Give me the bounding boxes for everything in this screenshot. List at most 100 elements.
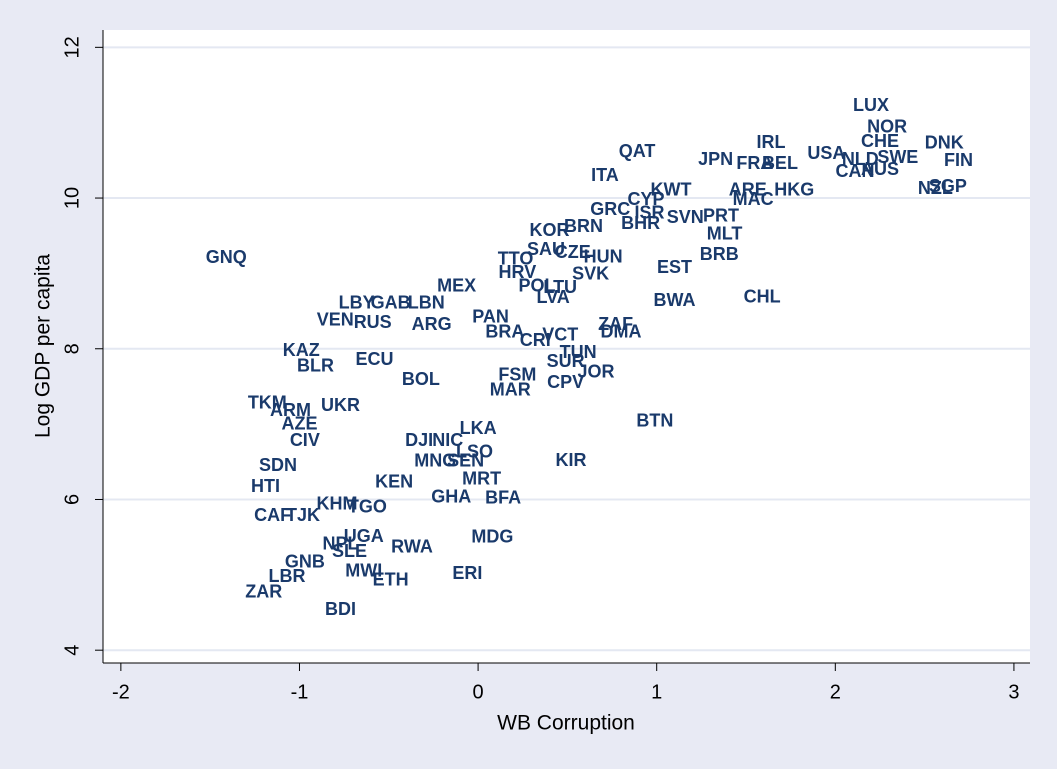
point-label: MWI [345, 561, 382, 581]
point-label: ISR [635, 203, 665, 223]
point-label: VEN [317, 310, 354, 330]
point-label: MAR [490, 380, 531, 400]
point-label: ITA [591, 165, 619, 185]
point-label: FIN [944, 150, 973, 170]
point-label: SWE [877, 147, 918, 167]
point-label: GHA [431, 487, 471, 507]
point-label: BFA [485, 487, 521, 507]
point-label: KWT [650, 179, 691, 199]
point-label: MDG [471, 527, 513, 547]
plot-area [103, 30, 1030, 663]
x-tick-label: -1 [291, 681, 309, 703]
point-label: RUS [354, 312, 392, 332]
point-label: LBR [268, 566, 305, 586]
point-label: HKG [774, 179, 814, 199]
point-label: USA [807, 143, 845, 163]
point-label: BRN [564, 216, 603, 236]
point-label: SUR [547, 351, 585, 371]
point-label: HTI [251, 476, 280, 496]
y-axis-title: Log GDP per capita [32, 254, 55, 438]
point-label: NZL [918, 178, 953, 198]
point-label: ETH [373, 570, 409, 590]
point-label: BRA [485, 322, 524, 342]
x-tick-label: 1 [651, 681, 662, 703]
x-tick-label: 2 [830, 681, 841, 703]
point-label: HRV [499, 262, 537, 282]
point-label: FSM [498, 365, 536, 385]
point-label: DMA [600, 322, 641, 342]
point-label: BWA [654, 290, 696, 310]
x-tick-label: 0 [473, 681, 484, 703]
point-label: VCT [542, 325, 578, 345]
point-label: GNB [285, 552, 325, 572]
point-label: LUX [853, 95, 889, 115]
point-label: ERI [452, 563, 482, 583]
point-label: SAU [527, 239, 565, 259]
point-label: ECU [355, 349, 393, 369]
point-label: UGA [344, 526, 384, 546]
point-label: UKR [321, 395, 360, 415]
point-label: ZAF [598, 314, 633, 334]
point-label: PRT [703, 206, 739, 226]
point-label: RWA [391, 536, 433, 556]
point-label: CAN [835, 161, 874, 181]
point-label: SVK [572, 264, 609, 284]
point-label: KIR [555, 450, 586, 470]
point-label: JPN [698, 149, 733, 169]
point-label: NIC [432, 430, 463, 450]
point-label: POL [519, 276, 556, 296]
y-tick-label: 6 [61, 494, 83, 505]
point-label: MEX [437, 276, 476, 296]
point-label: KAZ [283, 340, 320, 360]
point-label: GNQ [206, 247, 247, 267]
point-label: BDI [325, 599, 356, 619]
x-tick-label: 3 [1008, 681, 1019, 703]
point-label: AZE [281, 414, 317, 434]
point-label: TKM [248, 393, 287, 413]
point-label: SDN [259, 455, 297, 475]
point-label: KOR [530, 220, 570, 240]
point-label: BRB [700, 244, 739, 264]
point-label: SGP [929, 176, 967, 196]
x-axis-title: WB Corruption [497, 712, 635, 735]
point-label: LVA [536, 287, 569, 307]
point-label: BLR [297, 356, 334, 376]
point-label: MNG [414, 451, 456, 471]
point-label: CZE [555, 242, 591, 262]
point-label: BOL [402, 369, 440, 389]
point-label: KHM [316, 494, 357, 514]
point-label: LBN [408, 292, 445, 312]
point-label: DNK [925, 133, 964, 153]
point-label: MAC [733, 189, 774, 209]
point-label: KEN [375, 472, 413, 492]
point-label: SVN [667, 207, 704, 227]
point-label: HUN [584, 246, 623, 266]
point-label: NPL [323, 533, 359, 553]
point-label: BHR [621, 213, 660, 233]
point-label: MRT [462, 469, 501, 489]
x-tick-label: -2 [112, 681, 130, 703]
point-label: SEN [447, 451, 484, 471]
point-label: TTO [498, 249, 534, 269]
point-label: TJK [286, 505, 320, 525]
point-label: CHL [744, 286, 781, 306]
point-label: BEL [762, 153, 798, 173]
point-label: MLT [707, 224, 743, 244]
point-label: PAN [472, 307, 509, 327]
point-label: QAT [619, 141, 656, 161]
point-label: LKA [460, 418, 497, 438]
point-label: TUN [560, 342, 597, 362]
point-label: LBY [339, 292, 375, 312]
point-label: AUS [861, 159, 899, 179]
y-tick-label: 10 [61, 187, 83, 209]
point-label: CHE [861, 131, 899, 151]
y-tick-label: 4 [61, 645, 83, 656]
point-label: ARG [412, 314, 452, 334]
point-label: CIV [290, 430, 320, 450]
point-label: LSO [456, 442, 493, 462]
point-label: IRL [757, 132, 786, 152]
point-label: CPV [547, 372, 584, 392]
point-label: JOR [577, 362, 614, 382]
